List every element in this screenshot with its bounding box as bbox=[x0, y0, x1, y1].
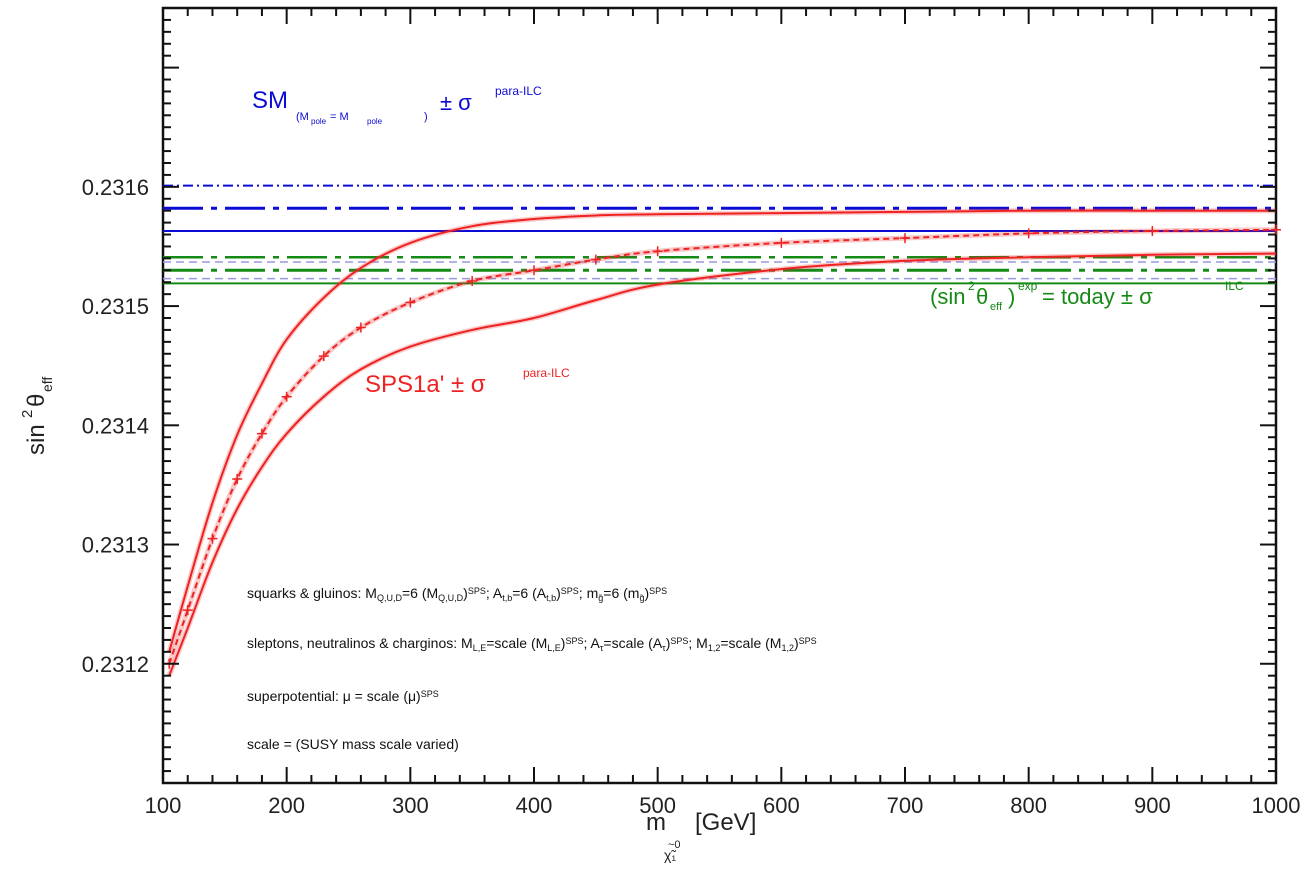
y-axis-label: sin 2 θ eff bbox=[19, 377, 55, 455]
x-tick-label: 600 bbox=[763, 793, 800, 818]
sps-label: SPS1a' ± σ bbox=[365, 371, 486, 398]
series-central-marker bbox=[900, 233, 910, 244]
x-tick-label: 400 bbox=[516, 793, 553, 818]
sm-annotation: SM (M pole = M pole ) ± σ para-ILC bbox=[252, 84, 542, 126]
exp-rest: = today ± σ bbox=[1042, 284, 1153, 309]
exp-close: ) bbox=[1008, 284, 1015, 309]
x-tick-label: 100 bbox=[145, 793, 182, 818]
exp-theta: θ bbox=[976, 284, 988, 309]
notes: squarks & gluinos: MQ,U,D=6 (MQ,U,D)SPS;… bbox=[247, 585, 817, 752]
y-axis-label-theta: θ bbox=[23, 394, 50, 407]
note-squarks: squarks & gluinos: MQ,U,D=6 (MQ,U,D)SPS;… bbox=[247, 585, 667, 603]
series-upper-line bbox=[168, 209, 1276, 653]
x-axis-label-unit: [GeV] bbox=[695, 809, 756, 836]
x-axis-label-sub: χ̃₁ bbox=[664, 847, 676, 863]
series-central-marker bbox=[182, 605, 193, 616]
series-central-marker bbox=[467, 276, 478, 287]
series-central-line bbox=[168, 228, 1277, 665]
series-central-marker bbox=[207, 533, 218, 544]
x-tick-label: 900 bbox=[1134, 793, 1171, 818]
exp-annotation: (sin 2 θ eff ) exp = today ± σ ILC bbox=[930, 279, 1244, 313]
x-tick-label: 300 bbox=[392, 793, 429, 818]
x-tick-label: 800 bbox=[1010, 793, 1047, 818]
x-axis-label-m: m bbox=[646, 809, 666, 836]
series-central-marker bbox=[232, 473, 243, 484]
y-tick-label: 0.2314 bbox=[82, 413, 149, 438]
sm-sub-1: (M bbox=[296, 111, 309, 123]
y-tick-label: 0.2313 bbox=[82, 533, 149, 558]
exp-sup3: ILC bbox=[1225, 279, 1244, 293]
note-sleptons: sleptons, neutralinos & charginos: ML,E=… bbox=[247, 635, 817, 653]
y-axis-label-sub: eff bbox=[39, 377, 55, 392]
plot-frame bbox=[161, 6, 1278, 785]
series-lower-line bbox=[168, 252, 1277, 677]
series-central-marker bbox=[405, 297, 416, 308]
series-central-marker bbox=[776, 237, 787, 248]
sm-sub-4: pole bbox=[367, 117, 383, 126]
axis-ticks bbox=[162, 7, 1277, 784]
series-central-marker bbox=[590, 254, 601, 265]
x-tick-label: 200 bbox=[268, 793, 305, 818]
series-central-marker bbox=[281, 391, 292, 402]
reference-lines bbox=[163, 184, 1276, 285]
sm-label: SM bbox=[252, 87, 288, 114]
y-axis-label-sin: sin bbox=[23, 424, 50, 455]
series-lower-halo bbox=[166, 251, 1277, 677]
note-scale: scale = (SUSY mass scale varied) bbox=[247, 736, 459, 752]
sps-sup: para-ILC bbox=[523, 366, 570, 380]
series-central-marker bbox=[1271, 224, 1281, 235]
note-superpotential: superpotential: μ = scale (μ)SPS bbox=[247, 688, 439, 704]
y-axis-label-sup: 2 bbox=[19, 410, 36, 418]
sm-sub-5: ) bbox=[424, 111, 428, 123]
x-axis-label-sub-pre: ~0 bbox=[668, 839, 681, 851]
exp-label: (sin bbox=[930, 284, 965, 309]
sm-sub-2: pole bbox=[311, 117, 327, 126]
x-tick-label: 500 bbox=[639, 793, 676, 818]
x-tick-label: 700 bbox=[887, 793, 924, 818]
series-central-marker bbox=[256, 428, 267, 439]
exp-sup1: 2 bbox=[968, 279, 975, 293]
series-central-marker bbox=[652, 246, 663, 257]
y-tick-label: 0.2315 bbox=[82, 294, 149, 319]
series-upper-halo bbox=[166, 208, 1276, 653]
series-central-marker bbox=[355, 322, 366, 333]
series-layer bbox=[164, 208, 1281, 677]
exp-sub: eff bbox=[990, 301, 1003, 313]
sm-sup: para-ILC bbox=[495, 84, 542, 98]
y-tick-label: 0.2316 bbox=[82, 175, 149, 200]
series-central-marker bbox=[529, 265, 539, 276]
exp-sup2: exp bbox=[1018, 279, 1038, 293]
x-axis-label: m ~0 χ̃₁ [GeV] bbox=[646, 809, 756, 863]
sm-pm: ± σ bbox=[440, 90, 472, 115]
tick-labels: 100 200 300 400 500 600 700 800 900 1000 0.2312 0.2… bbox=[82, 175, 1301, 818]
y-tick-label: 0.2312 bbox=[82, 652, 149, 677]
series-central-marker bbox=[318, 351, 329, 362]
sps-annotation: SPS1a' ± σ para-ILC bbox=[365, 366, 570, 398]
sm-sub-3: = M bbox=[330, 111, 349, 123]
x-tick-label: 1000 bbox=[1252, 793, 1301, 818]
series-central-marker bbox=[1023, 228, 1034, 239]
series-central-marker bbox=[1147, 225, 1158, 236]
